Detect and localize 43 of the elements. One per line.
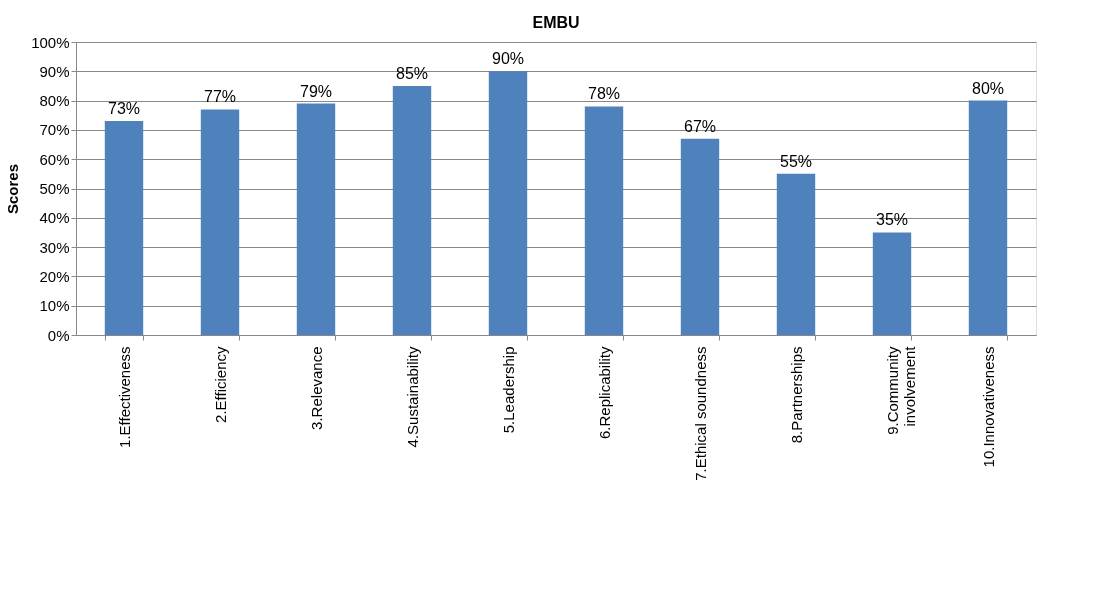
x-tick-label: 7.Ethical soundness: [691, 346, 709, 481]
bar: [584, 106, 624, 335]
bar: [104, 121, 144, 335]
data-label: 80%: [971, 79, 1005, 97]
bar: [872, 232, 912, 335]
x-tick-label: 8.Partnerships: [787, 346, 805, 444]
y-tick-label: 30%: [39, 238, 70, 256]
bar: [776, 173, 816, 335]
x-tick-label: 3.Relevance: [307, 346, 325, 430]
data-label: 73%: [107, 100, 141, 118]
bar: [680, 138, 720, 335]
y-tick-label: 20%: [39, 267, 70, 285]
bar: [392, 85, 432, 335]
x-tick-label: 2.Efficiency: [211, 346, 229, 423]
x-tick-label: 10.Innovativeness: [979, 346, 997, 468]
y-tick-label: 60%: [39, 150, 70, 168]
data-label: 67%: [683, 117, 717, 135]
data-label: 78%: [587, 85, 621, 103]
data-label: 79%: [299, 82, 333, 100]
y-tick-label: 50%: [39, 180, 70, 197]
y-tick-label: 40%: [39, 209, 70, 227]
y-axis-title: Scores: [4, 163, 22, 215]
data-label: 55%: [779, 152, 813, 170]
data-label: 35%: [875, 211, 909, 229]
data-label: 90%: [491, 50, 525, 68]
x-tick-label: 5.Leadership: [499, 346, 517, 434]
y-tick-label: 0%: [47, 326, 70, 344]
y-tick-label: 80%: [39, 92, 70, 110]
x-tick-label: 9.Community involvement: [883, 345, 918, 435]
data-label: 85%: [395, 64, 429, 82]
y-tick-label: 70%: [39, 121, 70, 139]
x-tick-label: 4.Sustainability: [403, 346, 421, 448]
data-label: 77%: [203, 88, 237, 106]
chart-title: EMBU: [532, 14, 580, 31]
bar: [968, 100, 1008, 335]
bar: [200, 109, 240, 335]
y-tick-label: 100%: [31, 33, 70, 51]
bar: [296, 103, 336, 335]
y-tick-label: 90%: [39, 62, 70, 80]
y-tick-label: 10%: [39, 297, 70, 315]
x-tick-label: 1.Effectiveness: [115, 346, 133, 448]
bar: [488, 71, 528, 335]
x-tick-label: 6.Replicability: [595, 346, 613, 440]
